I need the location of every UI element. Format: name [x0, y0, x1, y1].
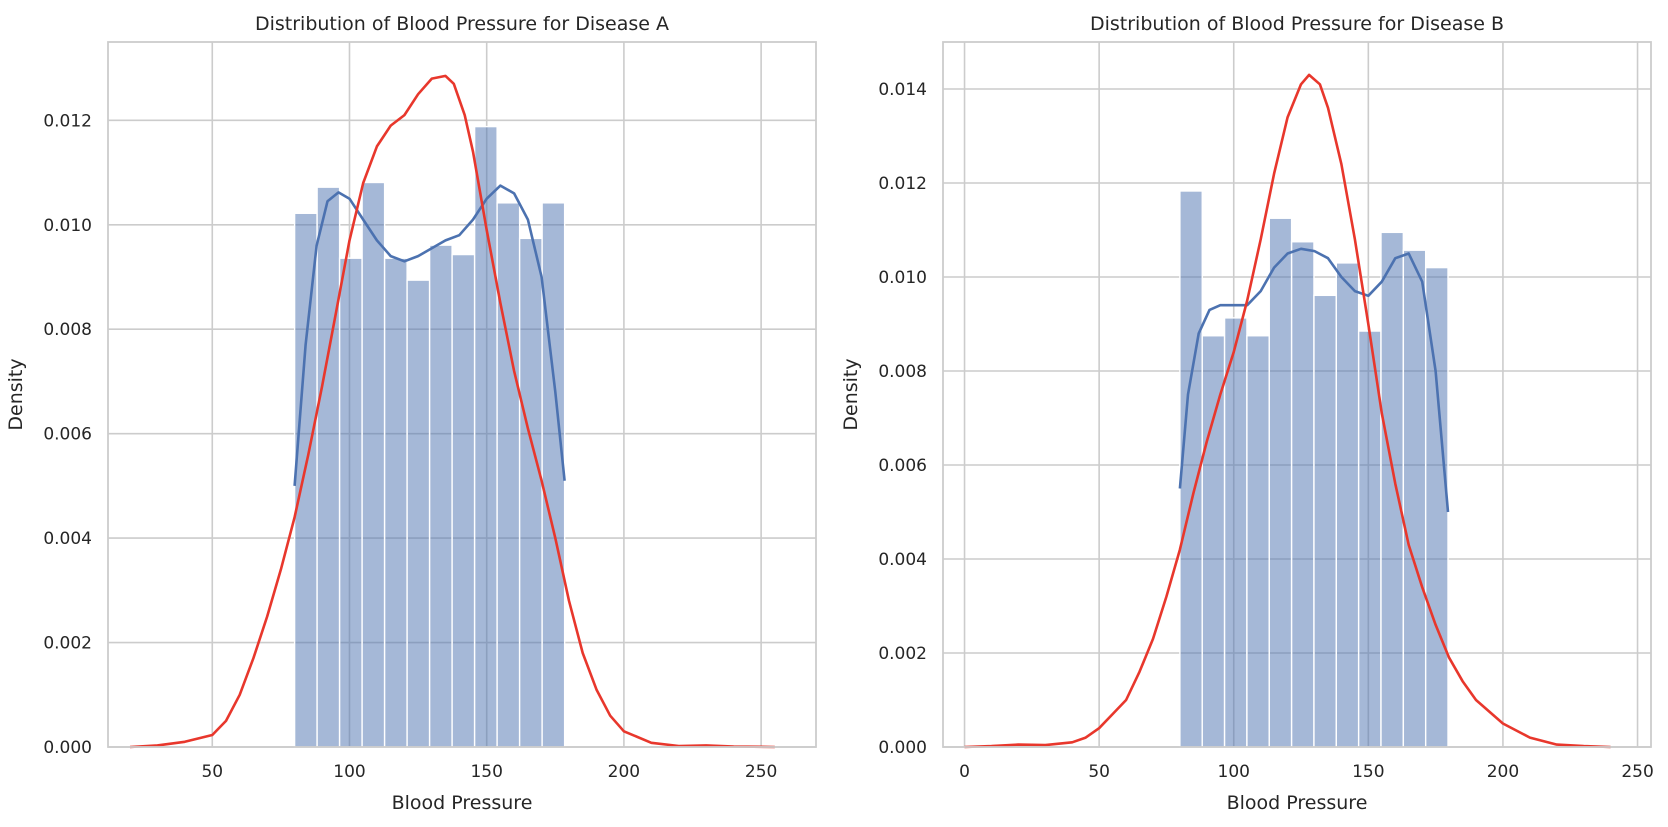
histogram-bar	[451, 253, 476, 748]
y-tick-label: 0.014	[878, 80, 927, 100]
histogram-bar	[1268, 217, 1293, 748]
x-tick-label: 200	[1487, 762, 1519, 782]
x-axis-label: Blood Pressure	[392, 792, 533, 814]
chart-panel-disease-a: Distribution of Blood Pressure for Disea…	[5, 13, 817, 814]
y-tick-label: 0.000	[878, 738, 927, 758]
x-tick-label: 100	[1218, 762, 1250, 782]
y-tick-label: 0.010	[43, 216, 92, 236]
y-tick-label: 0.006	[43, 425, 92, 445]
kde-curve-blue	[293, 184, 566, 487]
x-tick-label: 0	[959, 762, 970, 782]
histogram-bar	[361, 181, 386, 748]
y-tick-label: 0.004	[43, 529, 92, 549]
x-axis-label: Blood Pressure	[1227, 792, 1368, 814]
axes-frame	[942, 41, 1652, 748]
y-tick-label: 0.008	[878, 362, 927, 382]
y-tick-label: 0.000	[43, 738, 92, 758]
kde-curve-blue	[1178, 247, 1450, 513]
axes-frame	[107, 41, 817, 748]
kde-curve-red	[964, 73, 1611, 749]
y-tick-label: 0.002	[43, 634, 92, 654]
y-tick-label: 0.010	[878, 268, 927, 288]
kde-curve-red	[129, 74, 775, 749]
chart-title: Distribution of Blood Pressure for Disea…	[255, 13, 669, 35]
histogram-bar	[383, 257, 408, 748]
y-tick-label: 0.006	[878, 456, 927, 476]
x-tick-label: 150	[470, 762, 502, 782]
histogram-bar	[316, 186, 341, 748]
histogram-bar	[1313, 294, 1338, 748]
histogram-bar	[428, 244, 453, 748]
histogram-bar	[338, 257, 363, 748]
x-tick-label: 250	[1621, 762, 1653, 782]
histogram-bar	[406, 279, 431, 748]
histogram-bar	[1380, 231, 1405, 748]
histogram-bar	[1201, 335, 1226, 748]
y-tick-label: 0.002	[878, 644, 927, 664]
histogram-bar	[293, 212, 318, 748]
y-tick-label: 0.004	[878, 550, 927, 570]
y-tick-label: 0.008	[43, 320, 92, 340]
histogram-bar	[1290, 241, 1315, 748]
x-tick-label: 250	[745, 762, 777, 782]
histogram-bar	[518, 237, 543, 748]
histogram-bar	[1246, 335, 1270, 748]
histogram-bar	[1335, 262, 1360, 748]
y-tick-label: 0.012	[43, 111, 92, 131]
y-axis-label: Density	[840, 358, 862, 430]
chart-panel-disease-b: Distribution of Blood Pressure for Disea…	[840, 13, 1654, 814]
x-tick-label: 50	[201, 762, 223, 782]
x-tick-label: 50	[1088, 762, 1110, 782]
y-axis-label: Density	[5, 358, 27, 430]
histogram-bar	[1402, 249, 1427, 748]
x-tick-label: 150	[1352, 762, 1384, 782]
histogram-bar	[1424, 266, 1449, 748]
histogram-bar	[496, 202, 521, 748]
chart-title: Distribution of Blood Pressure for Disea…	[1090, 13, 1504, 35]
x-tick-label: 200	[608, 762, 640, 782]
histogram-bar	[1223, 317, 1248, 748]
histogram-bar	[541, 202, 566, 748]
x-tick-label: 100	[333, 762, 365, 782]
y-tick-label: 0.012	[878, 174, 927, 194]
